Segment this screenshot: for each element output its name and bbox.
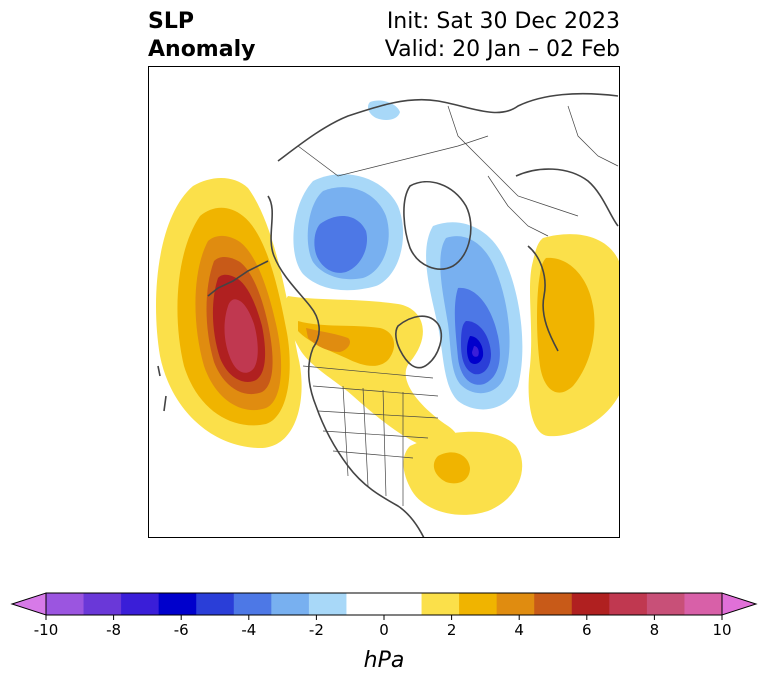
colorbar-segment [384,593,423,615]
colorbar-tick-label: 8 [650,621,660,639]
negative-anomaly-atlantic [426,222,523,410]
colorbar-tick-label: -4 [241,621,256,639]
colorbar-segments [10,592,758,616]
colorbar-segment [233,593,272,615]
positive-anomaly-atlantic-west [403,431,523,515]
colorbar-segment [196,593,235,615]
colorbar-segment [346,593,385,615]
colorbar-segment [459,593,498,615]
colorbar-ticks: -10 -8 -6 -4 -2 0 2 4 6 8 10 [34,615,732,639]
colorbar-segment [646,593,685,615]
anomaly-map [148,66,620,538]
colorbar-segment [571,593,610,615]
colorbar-segment [496,593,535,615]
political-borders [297,105,619,506]
colorbar-label: hPa [364,648,405,673]
colorbar-segment [158,593,197,615]
run-info: Init: Sat 30 Dec 2023 Valid: 20 Jan – 02… [385,8,620,64]
colorbar-segment [121,593,160,615]
colorbar-tick-label: 4 [514,621,524,639]
valid-range: Valid: 20 Jan – 02 Feb [384,37,620,62]
colorbar-tick-label: -6 [174,621,189,639]
title-subtitle: Anomaly [148,37,256,62]
colorbar: -10 -8 -6 -4 -2 0 2 4 6 8 10 hPa [10,592,758,673]
colorbar-tick-label: 10 [712,621,731,639]
coastlines [157,92,619,538]
positive-anomaly-canada [284,296,459,452]
positive-anomaly-pacific [156,178,302,449]
colorbar-extend-high [721,592,758,616]
colorbar-segment [684,593,723,615]
colorbar-segment [46,593,85,615]
map-title: SLP Anomaly [148,8,255,64]
negative-anomaly-arctic [293,100,404,291]
colorbar-extend-low [10,592,47,616]
colorbar-tick-label: -2 [309,621,324,639]
colorbar-segment [83,593,122,615]
colorbar-segment [534,593,573,615]
title-variable: SLP [148,9,194,34]
colorbar-tick-label: -8 [106,621,121,639]
colorbar-tick-label: 0 [379,621,389,639]
colorbar-segment [271,593,310,615]
colorbar-segment [609,593,648,615]
colorbar-segment [421,593,460,615]
init-time: Init: Sat 30 Dec 2023 [386,9,620,34]
positive-anomaly-europe [528,234,620,437]
colorbar-tick-label: 6 [582,621,592,639]
colorbar-tick-label: -10 [34,621,59,639]
colorbar-tick-label: 2 [447,621,457,639]
colorbar-segment [308,593,347,615]
